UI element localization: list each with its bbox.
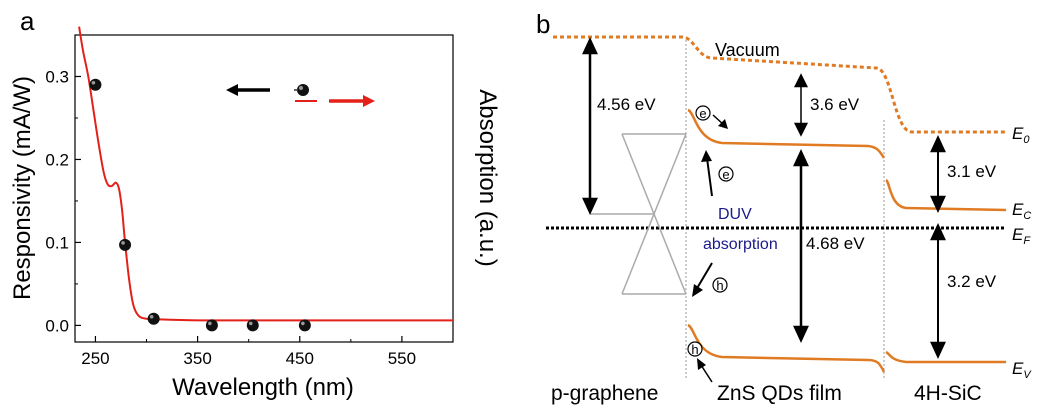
hole-icon-2	[687, 341, 703, 357]
region-label-sic: 4H-SiC	[914, 382, 982, 405]
x-axis-label: Wavelength (nm)	[172, 374, 354, 401]
data-point	[147, 312, 160, 325]
x-tick-label: 250	[81, 349, 109, 368]
panel-a-label: a	[20, 6, 35, 36]
e0-label: E0	[1012, 124, 1030, 146]
data-point	[246, 319, 259, 332]
ec-label: EC	[1012, 200, 1031, 222]
data-point-highlight	[301, 321, 305, 326]
responsivity-points	[89, 78, 311, 332]
y-tick-label: 0.1	[45, 233, 69, 252]
svg-text:e: e	[699, 106, 706, 121]
legend	[226, 84, 375, 107]
duv-label: DUV	[718, 206, 752, 223]
y-axis-label: Responsivity (mA/W)	[9, 76, 36, 300]
region-label-zns: ZnS QDs film	[717, 382, 842, 405]
x-tick-label: 550	[388, 349, 416, 368]
gap-graphene-label: 4.56 eV	[597, 95, 656, 114]
panel-a: a 0.0 0.1 0.2 0.3 250 350 450 550 Wavelength (…	[9, 6, 501, 401]
data-point	[205, 319, 218, 332]
gap-sic-band-label: 3.2 eV	[947, 272, 997, 291]
x-tick-label: 450	[286, 349, 314, 368]
gap-sic-top-label: 3.1 eV	[947, 162, 997, 181]
vacuum-label: Vacuum	[715, 40, 780, 60]
region-label-graphene: p-graphene	[551, 382, 658, 405]
ef-label: EF	[1012, 225, 1031, 247]
panel-b-label: b	[536, 9, 550, 39]
data-point-highlight	[248, 321, 253, 326]
sic-valence-band	[885, 350, 1006, 364]
svg-text:h: h	[691, 342, 698, 357]
data-point-highlight	[91, 80, 96, 85]
legend-point-marker	[297, 84, 309, 96]
carriers: e e h h	[687, 105, 734, 383]
vacuum-level	[553, 35, 1006, 134]
svg-text:h: h	[716, 278, 723, 293]
svg-text:e: e	[722, 167, 729, 182]
data-point	[298, 319, 311, 332]
data-point	[119, 238, 132, 251]
y-axis-right-label: Absorption (a.u.)	[474, 89, 501, 266]
data-point-highlight	[149, 314, 154, 319]
y-axis-ticks: 0.0 0.1 0.2 0.3	[45, 67, 81, 335]
y-tick-label: 0.2	[45, 150, 69, 169]
absorption-curve	[78, 26, 453, 322]
y-tick-label: 0.0	[45, 316, 69, 335]
data-point-highlight	[121, 241, 125, 245]
panel-b: b Vacuum	[536, 9, 1032, 405]
gap-zns-band-label: 4.68 eV	[806, 234, 865, 253]
sic-conduction-band	[885, 178, 1007, 212]
zns-conduction-band	[687, 108, 886, 159]
zns-valence-band	[687, 323, 886, 373]
ev-label: EV	[1012, 359, 1032, 381]
legend-left-arrow-head	[226, 84, 238, 96]
hole-icon-1	[712, 277, 728, 293]
legend-right-arrow-head	[363, 95, 375, 107]
data-point-highlight	[208, 321, 212, 326]
gap-zns-top-label: 3.6 eV	[810, 95, 860, 114]
electron-icon-1	[695, 105, 711, 121]
y-tick-label: 0.3	[45, 67, 69, 86]
x-axis-ticks: 250 350 450 550	[81, 336, 454, 368]
energy-arrows	[582, 37, 946, 359]
graphene-dirac-cone	[590, 133, 687, 295]
x-tick-label: 350	[183, 349, 211, 368]
plot-frame	[74, 34, 454, 343]
electron-icon-2	[718, 166, 734, 182]
data-point	[89, 78, 102, 91]
absorption-label: absorption	[703, 236, 778, 253]
